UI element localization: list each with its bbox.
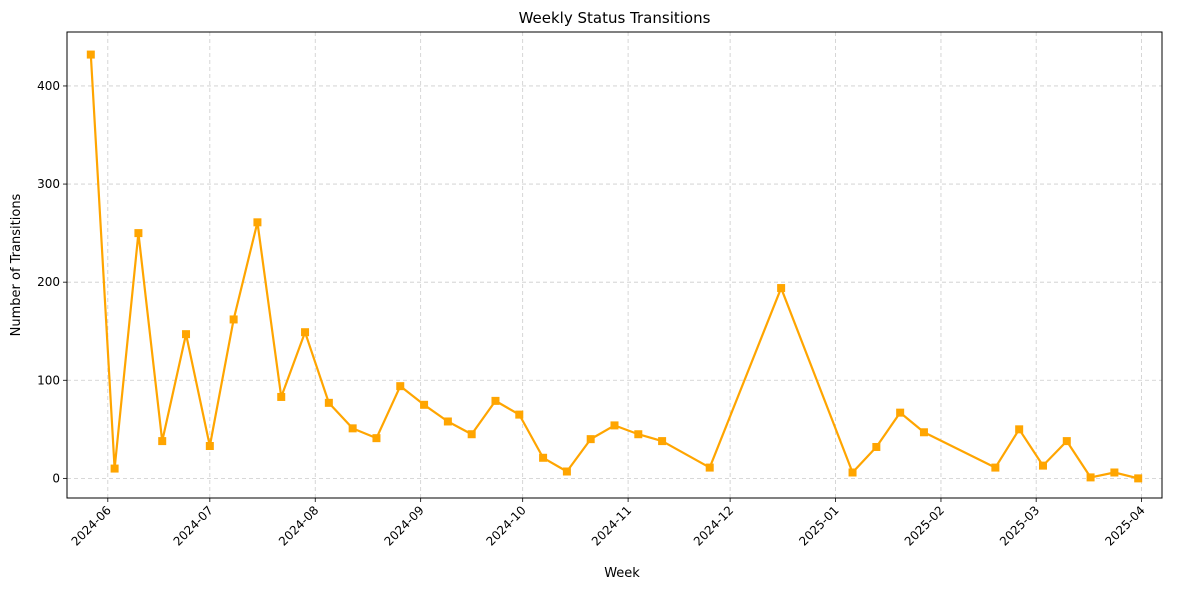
plot-frame [66,31,1163,499]
y-tick-label: 0 [52,471,60,485]
data-point-marker [515,410,524,419]
data-point-marker [396,382,405,391]
data-point-marker [1062,437,1071,446]
data-point-marker [182,330,191,339]
chart-title: Weekly Status Transitions [519,9,711,27]
x-axis-title: Week [604,566,640,581]
data-point-marker [848,468,857,477]
data-point-marker [110,464,119,473]
series-layer [86,50,1143,483]
data-point-marker [253,218,262,227]
grid [67,32,1162,498]
data-point-marker [86,50,95,59]
data-point-marker [348,424,357,433]
data-point-marker [610,421,619,430]
data-point-marker [277,392,286,401]
data-point-marker [205,442,214,451]
data-point-marker [991,463,1000,472]
data-point-marker [134,229,143,238]
data-point-marker [420,400,429,409]
y-axis-title: Number of Transitions [9,193,24,336]
data-point-marker [705,463,714,472]
data-point-marker [658,437,667,446]
data-point-marker [1086,473,1095,482]
y-tick-label: 400 [37,79,60,93]
data-point-marker [372,434,381,443]
data-point-marker [896,408,905,417]
y-tick-label: 200 [37,275,60,289]
data-point-marker [562,467,571,476]
data-point-marker [443,417,452,426]
data-point-marker [229,315,238,324]
data-point-marker [539,453,548,462]
data-point-marker [1110,468,1119,477]
data-point-marker [586,435,595,444]
data-point-marker [491,396,500,405]
data-point-marker [301,328,310,337]
data-point-marker [634,430,643,439]
data-point-marker [324,398,333,407]
data-point-marker [1015,425,1024,434]
data-point-marker [777,284,786,293]
data-point-marker [1134,474,1143,483]
series-line [89,54,1139,480]
data-point-marker [158,437,167,446]
data-point-marker [467,430,476,439]
y-tick-label: 300 [37,177,60,191]
data-point-marker [919,428,928,437]
data-point-marker [872,442,881,451]
data-point-marker [1038,461,1047,470]
y-tick-label: 100 [37,373,60,387]
